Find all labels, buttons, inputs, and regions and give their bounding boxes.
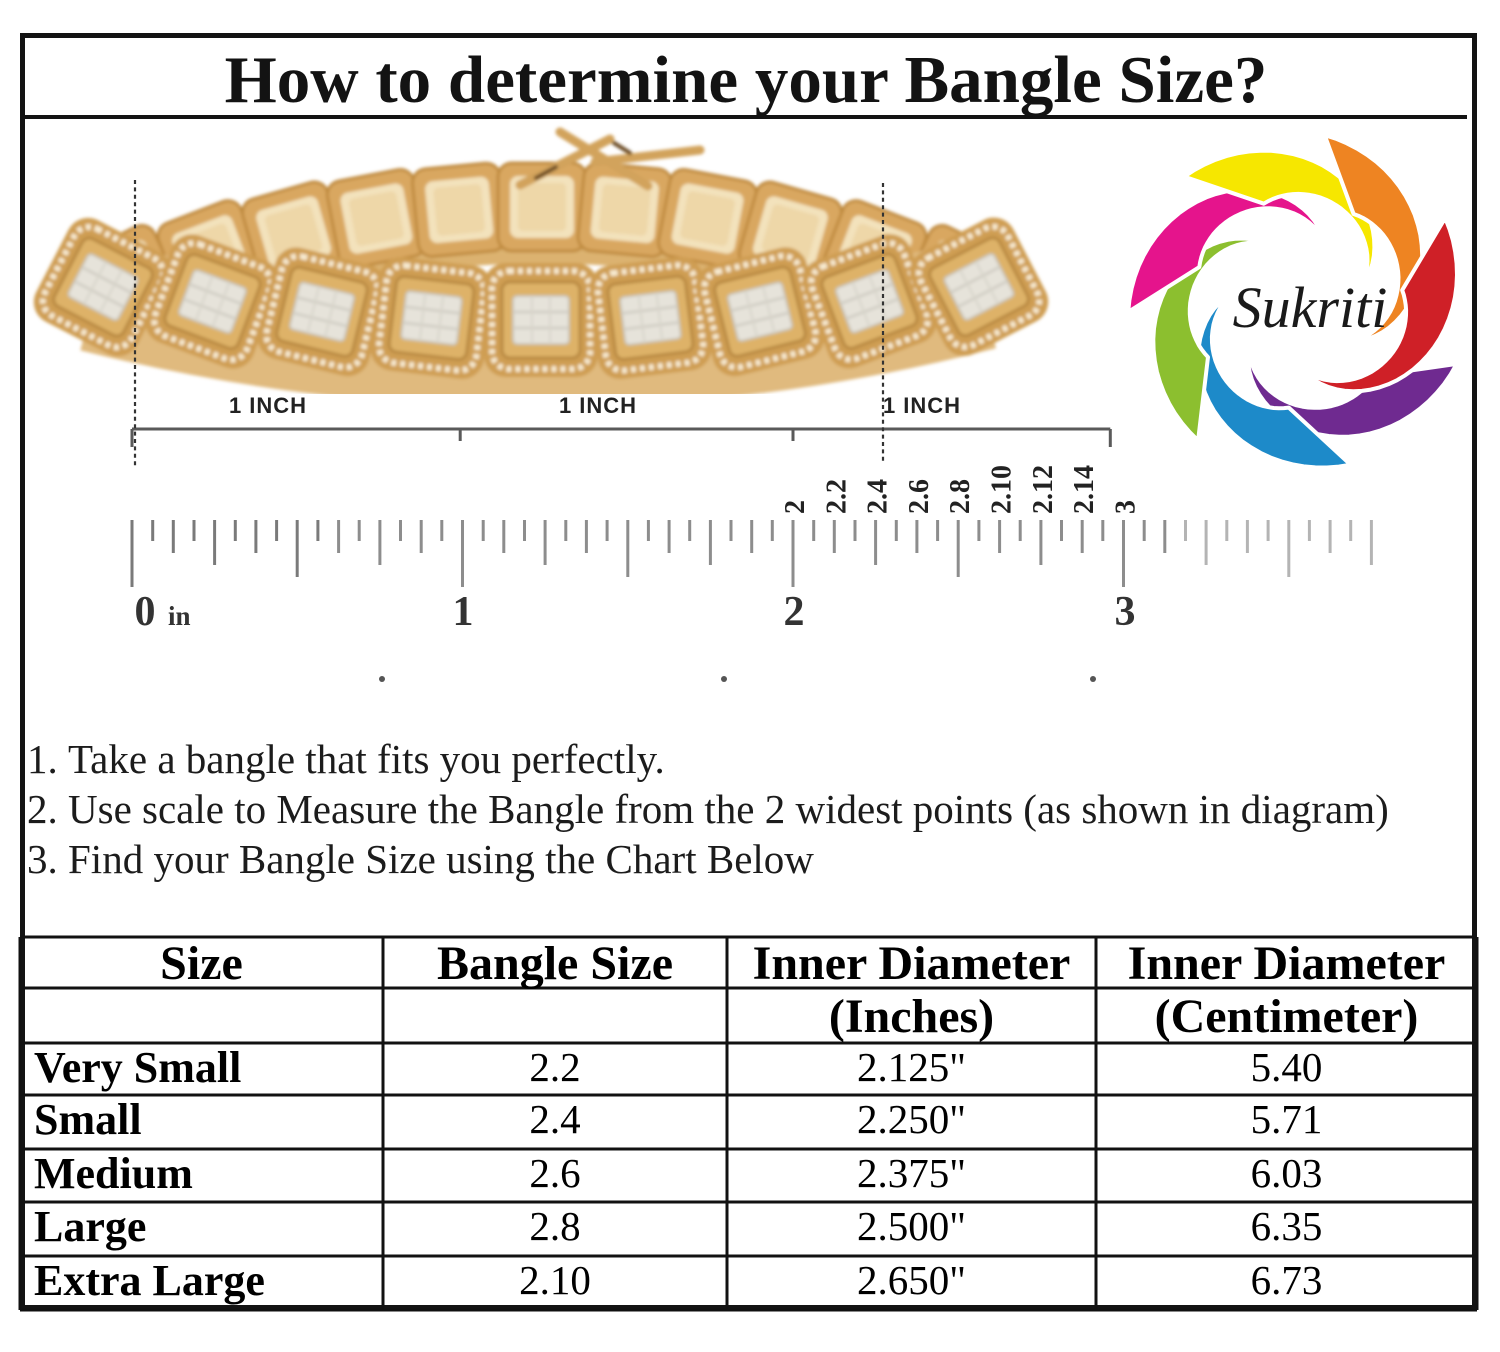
svg-text:2: 2: [784, 589, 805, 635]
svg-text:2.8: 2.8: [945, 479, 976, 514]
svg-text:1 INCH: 1 INCH: [883, 393, 961, 418]
svg-text:0: 0: [135, 589, 156, 635]
svg-text:1: 1: [453, 589, 474, 635]
svg-text:Sukriti: Sukriti: [1233, 275, 1388, 340]
svg-text:2.12: 2.12: [1028, 465, 1059, 514]
svg-text:2.10: 2.10: [987, 465, 1018, 514]
svg-text:2.2: 2.2: [821, 479, 852, 514]
svg-text:in: in: [168, 601, 191, 631]
svg-text:2.6: 2.6: [904, 479, 935, 514]
svg-text:3: 3: [1111, 500, 1142, 514]
svg-text:3: 3: [1115, 589, 1136, 635]
svg-text:1 INCH: 1 INCH: [559, 393, 637, 418]
svg-text:1 INCH: 1 INCH: [229, 393, 307, 418]
svg-text:2: 2: [780, 500, 811, 514]
svg-text:2.14: 2.14: [1069, 465, 1100, 514]
svg-text:2.4: 2.4: [863, 479, 894, 514]
